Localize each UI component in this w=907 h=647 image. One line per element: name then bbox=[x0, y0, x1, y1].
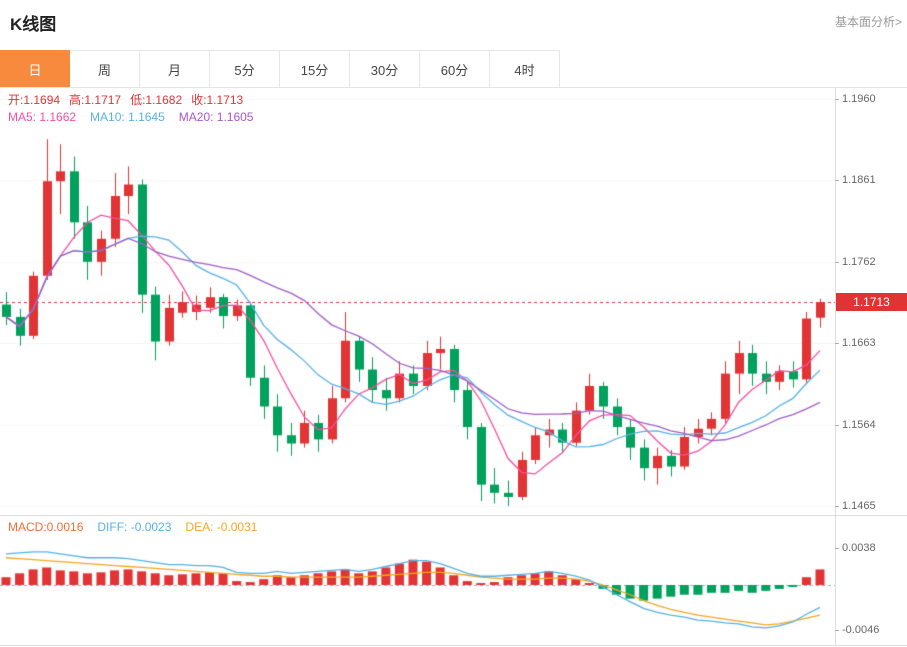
candlestick-chart-canvas[interactable] bbox=[0, 88, 835, 515]
price-axis-label: 1.1663 bbox=[842, 337, 876, 350]
macd-chart-canvas[interactable] bbox=[0, 516, 835, 645]
legend-ma5: MA5: 1.1662 bbox=[8, 110, 77, 124]
tab-week[interactable]: 周 bbox=[70, 50, 140, 87]
tab-day[interactable]: 日 bbox=[0, 50, 70, 87]
fundamental-analysis-link[interactable]: 基本面分析> bbox=[834, 15, 902, 29]
price-axis-label: 1.1465 bbox=[842, 500, 876, 512]
axis-tick bbox=[835, 99, 839, 100]
legend-open: 开:1.1694 bbox=[8, 93, 61, 107]
current-price-tag: 1.1713 bbox=[836, 293, 907, 312]
bottom-border bbox=[0, 645, 907, 646]
legend-low: 低:1.1682 bbox=[130, 93, 183, 107]
timeframe-tabs: 日周月 5分 15分 30分 60分 4时 bbox=[0, 50, 907, 88]
tab-5min[interactable]: 5分 bbox=[210, 50, 280, 87]
macd-legend: MACD:0.0016 DIFF: -0.0023 DEA: -0.0031 bbox=[8, 519, 271, 535]
legend-dea: DEA: -0.0031 bbox=[185, 520, 258, 534]
price-axis-label: 1.1564 bbox=[842, 418, 876, 431]
axis-tick bbox=[835, 547, 839, 549]
page-title: K线图 bbox=[10, 15, 57, 34]
tab-30min[interactable]: 30分 bbox=[350, 50, 420, 87]
axis-tick bbox=[835, 180, 839, 182]
macd-axis-label: -0.0046 bbox=[842, 623, 880, 636]
axis-tick bbox=[835, 343, 839, 345]
legend-macd: MACD:0.0016 bbox=[8, 520, 84, 534]
tab-60min[interactable]: 60分 bbox=[420, 50, 490, 87]
price-axis-label: 1.1960 bbox=[842, 93, 876, 105]
legend-close: 收:1.1713 bbox=[191, 93, 244, 107]
axis-tick bbox=[835, 261, 839, 263]
ohlc-ma-legend: 开:1.1694 高:1.1717 低:1.1682 收:1.1713 MA5: 1.1… bbox=[8, 92, 267, 126]
price-axis-label: 1.1762 bbox=[842, 255, 876, 268]
panel-divider bbox=[0, 515, 907, 516]
tab-month[interactable]: 月 bbox=[140, 50, 210, 87]
macd-axis-label: 0.0038 bbox=[842, 541, 876, 554]
legend-high: 高:1.1717 bbox=[69, 93, 122, 107]
legend-ma10: MA10: 1.1645 bbox=[90, 110, 165, 124]
price-axis-label: 1.1861 bbox=[842, 174, 876, 187]
header: K线图 基本面分析> bbox=[0, 0, 907, 50]
tab-15min[interactable]: 15分 bbox=[280, 50, 350, 87]
axis-tick bbox=[835, 424, 839, 426]
tab-4hour[interactable]: 4时 bbox=[490, 50, 560, 87]
chart-area: 开:1.1694 高:1.1717 低:1.1682 收:1.1713 MA5: 1.1… bbox=[0, 88, 907, 647]
legend-ma20: MA20: 1.1605 bbox=[178, 110, 254, 124]
axis-tick bbox=[835, 629, 839, 631]
legend-diff: DIFF: -0.0023 bbox=[97, 520, 172, 534]
price-axis-column bbox=[835, 88, 907, 645]
axis-tick bbox=[835, 506, 839, 507]
